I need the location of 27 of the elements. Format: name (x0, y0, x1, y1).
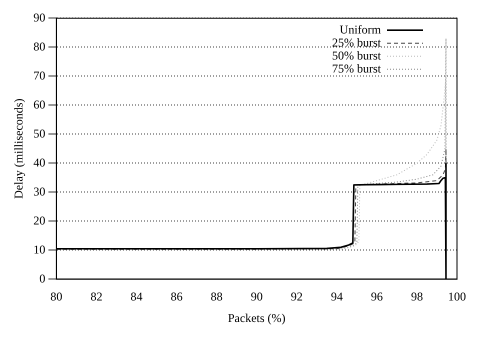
x-tick-label: 96 (370, 290, 383, 304)
y-axis-title: Delay (milliseconds) (11, 98, 26, 199)
x-tick-label: 98 (410, 290, 423, 304)
y-tick-label: 90 (33, 10, 46, 24)
x-tick-label: 92 (290, 290, 303, 304)
y-tick-label: 40 (33, 155, 46, 170)
y-tick-label: 30 (33, 184, 46, 198)
y-tick-label: 80 (33, 39, 46, 54)
y-tick-label: 20 (33, 213, 46, 228)
x-tick-label: 90 (250, 290, 263, 304)
legend-label: 75% burst (332, 61, 382, 76)
x-tick-label: 86 (170, 290, 183, 304)
y-tick-label: 70 (33, 68, 46, 82)
y-tick-label: 60 (33, 97, 46, 112)
y-tick-label: 10 (33, 242, 46, 256)
x-tick-label: 100 (448, 290, 466, 304)
y-tick-label: 0 (39, 271, 46, 286)
legend-label: 25% burst (332, 35, 382, 50)
x-axis-title: Packets (%) (228, 310, 286, 325)
x-tick-label: 82 (90, 290, 102, 304)
x-tick-label: 84 (130, 290, 143, 304)
x-tick-label: 80 (50, 290, 62, 304)
legend-label: Uniform (340, 22, 382, 36)
legend-label: 50% burst (332, 48, 382, 62)
x-tick-label: 88 (210, 290, 223, 304)
x-tick-label: 94 (330, 290, 343, 304)
y-tick-label: 50 (33, 126, 46, 140)
